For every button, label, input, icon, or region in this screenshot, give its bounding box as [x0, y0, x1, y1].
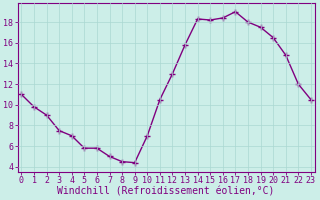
X-axis label: Windchill (Refroidissement éolien,°C): Windchill (Refroidissement éolien,°C) — [58, 187, 275, 197]
